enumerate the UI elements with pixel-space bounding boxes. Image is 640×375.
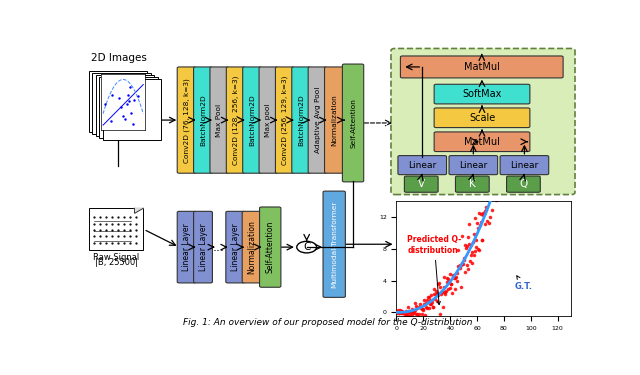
- Text: 2D Images: 2D Images: [91, 53, 147, 63]
- Bar: [89, 71, 147, 132]
- Text: Max Pool: Max Pool: [216, 104, 222, 136]
- Text: Linear: Linear: [460, 160, 488, 170]
- Text: K: K: [469, 179, 476, 189]
- Text: MatMul: MatMul: [464, 62, 500, 72]
- Text: Fig. 1: An overview of our proposed model for the Q-distribution: Fig. 1: An overview of our proposed mode…: [183, 318, 473, 327]
- Bar: [89, 208, 143, 250]
- Text: Linear: Linear: [510, 160, 538, 170]
- Text: Multimodal-Transformer: Multimodal-Transformer: [332, 201, 337, 288]
- FancyBboxPatch shape: [449, 156, 498, 175]
- Text: BatchNorm2D: BatchNorm2D: [298, 94, 304, 146]
- Text: MatMul: MatMul: [464, 137, 500, 147]
- Text: Max pool: Max pool: [266, 104, 271, 137]
- Text: Q: Q: [519, 179, 527, 189]
- FancyBboxPatch shape: [226, 211, 244, 283]
- FancyBboxPatch shape: [177, 211, 196, 283]
- FancyBboxPatch shape: [434, 108, 530, 128]
- FancyBboxPatch shape: [456, 176, 489, 192]
- FancyBboxPatch shape: [292, 67, 310, 173]
- Text: SoftMax: SoftMax: [462, 89, 502, 99]
- FancyBboxPatch shape: [507, 176, 540, 192]
- Bar: [92, 73, 151, 134]
- Text: Normalization: Normalization: [331, 94, 337, 146]
- Bar: [96, 75, 154, 136]
- FancyBboxPatch shape: [323, 191, 346, 297]
- FancyBboxPatch shape: [404, 176, 438, 192]
- Text: C: C: [303, 242, 310, 252]
- FancyBboxPatch shape: [227, 67, 245, 173]
- FancyBboxPatch shape: [401, 56, 563, 78]
- Text: Normalization: Normalization: [247, 220, 256, 274]
- Text: Conv2D (128, 256, k=3): Conv2D (128, 256, k=3): [232, 75, 239, 165]
- FancyBboxPatch shape: [500, 156, 548, 175]
- Text: BatchNorm2D: BatchNorm2D: [249, 94, 255, 146]
- Text: Scale: Scale: [469, 113, 495, 123]
- Text: Conv2D (76, 128, k=3): Conv2D (76, 128, k=3): [184, 78, 190, 162]
- FancyBboxPatch shape: [260, 207, 281, 287]
- Text: Raw Signal: Raw Signal: [93, 253, 140, 262]
- FancyBboxPatch shape: [434, 132, 530, 152]
- Text: ...: ...: [212, 241, 225, 254]
- FancyBboxPatch shape: [324, 67, 344, 173]
- Text: BatchNorm2D: BatchNorm2D: [200, 94, 206, 146]
- FancyBboxPatch shape: [308, 67, 327, 173]
- FancyBboxPatch shape: [434, 84, 530, 104]
- FancyBboxPatch shape: [242, 211, 261, 283]
- Text: Linear Layer: Linear Layer: [231, 223, 240, 271]
- Polygon shape: [134, 208, 143, 213]
- Text: |B, 25500|: |B, 25500|: [95, 258, 138, 267]
- Text: Conv2D (256, 129, k=3): Conv2D (256, 129, k=3): [282, 75, 288, 165]
- Text: Self-Attention: Self-Attention: [350, 98, 356, 148]
- FancyBboxPatch shape: [193, 211, 212, 283]
- FancyBboxPatch shape: [177, 67, 196, 173]
- Bar: [103, 79, 161, 140]
- FancyBboxPatch shape: [342, 64, 364, 182]
- Text: V: V: [418, 179, 425, 189]
- FancyBboxPatch shape: [259, 67, 278, 173]
- Text: Linear: Linear: [408, 160, 436, 170]
- FancyBboxPatch shape: [275, 67, 294, 173]
- Text: Linear Layer: Linear Layer: [198, 223, 207, 271]
- FancyBboxPatch shape: [398, 156, 447, 175]
- FancyBboxPatch shape: [243, 67, 262, 173]
- Text: Linear Layer: Linear Layer: [182, 223, 191, 271]
- FancyBboxPatch shape: [391, 48, 575, 195]
- FancyBboxPatch shape: [193, 67, 212, 173]
- Text: Self-Attention: Self-Attention: [266, 221, 275, 273]
- Text: Adaptive Avg Pool: Adaptive Avg Pool: [315, 87, 321, 153]
- Bar: [99, 77, 158, 138]
- FancyBboxPatch shape: [210, 67, 229, 173]
